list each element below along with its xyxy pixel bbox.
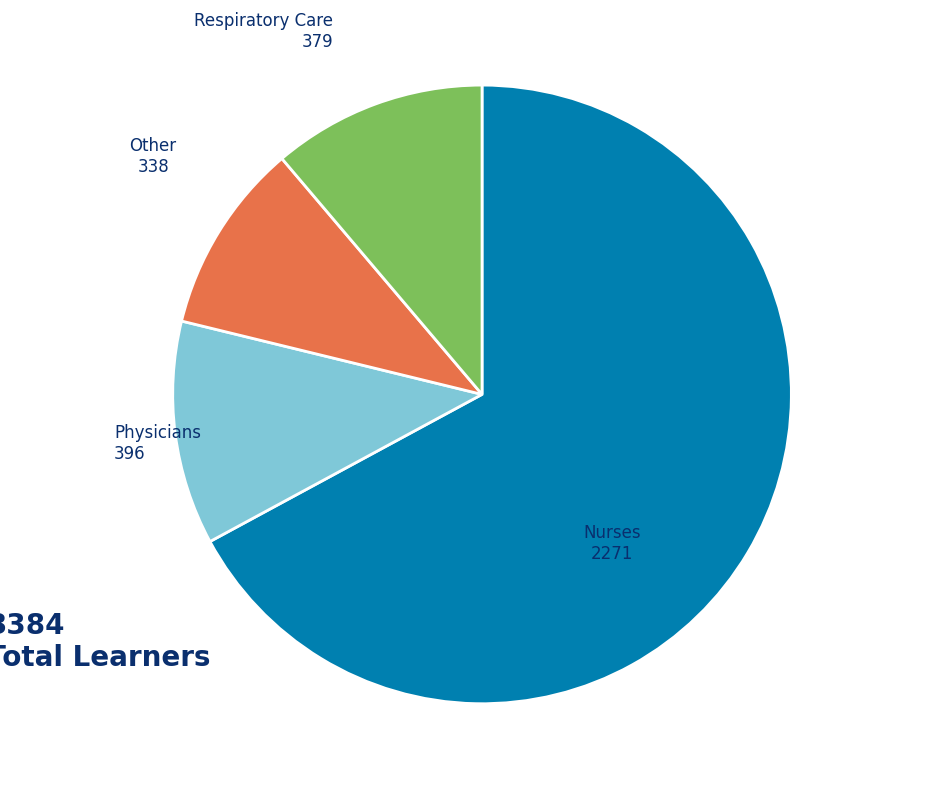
Wedge shape — [181, 158, 482, 395]
Wedge shape — [210, 85, 791, 704]
Text: Other
338: Other 338 — [130, 137, 177, 176]
Text: Nurses
2271: Nurses 2271 — [583, 524, 641, 563]
Wedge shape — [173, 321, 482, 541]
Wedge shape — [282, 85, 482, 395]
Text: 3384
Total Learners: 3384 Total Learners — [0, 611, 211, 672]
Text: Physicians
396: Physicians 396 — [114, 425, 201, 463]
Text: Respiratory Care
379: Respiratory Care 379 — [195, 12, 334, 51]
